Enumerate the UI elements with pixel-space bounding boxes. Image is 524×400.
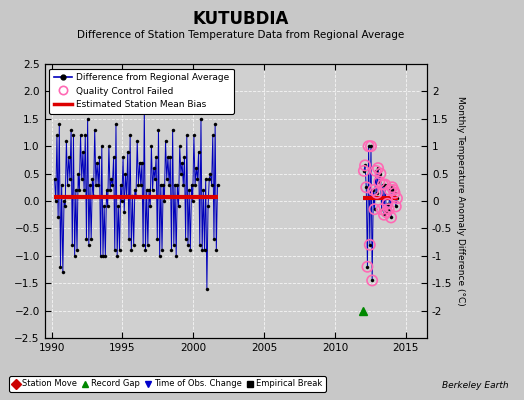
Point [389,187,398,193]
Point [377,206,386,212]
Point [362,184,370,190]
Point [370,206,379,212]
Point [363,264,372,270]
Text: KUTUBDIA: KUTUBDIA [193,10,289,28]
Point [385,206,393,212]
Point [379,181,387,188]
Point [380,212,388,218]
Point [388,184,397,190]
Point [391,203,400,210]
Point [361,162,369,168]
Legend: Difference from Regional Average, Quality Control Failed, Estimated Station Mean: Difference from Regional Average, Qualit… [49,68,234,114]
Point [393,195,401,202]
Point [374,165,382,171]
Point [376,170,385,177]
Point [390,190,399,196]
Y-axis label: Monthly Temperature Anomaly Difference (°C): Monthly Temperature Anomaly Difference (… [456,96,465,306]
Point [359,168,368,174]
Legend: Station Move, Record Gap, Time of Obs. Change, Empirical Break: Station Move, Record Gap, Time of Obs. C… [9,376,326,392]
Point [369,187,377,193]
Point [387,214,395,221]
Point [373,190,381,196]
Text: Berkeley Earth: Berkeley Earth [442,381,508,390]
Point [386,187,394,193]
Point [382,209,390,215]
Point [367,143,375,149]
Text: Difference of Station Temperature Data from Regional Average: Difference of Station Temperature Data f… [78,30,405,40]
Point [375,179,384,185]
Point [381,181,389,188]
Point [372,168,380,174]
Point [364,143,373,149]
Point [366,242,374,248]
Point [384,200,392,207]
Point [368,277,376,284]
